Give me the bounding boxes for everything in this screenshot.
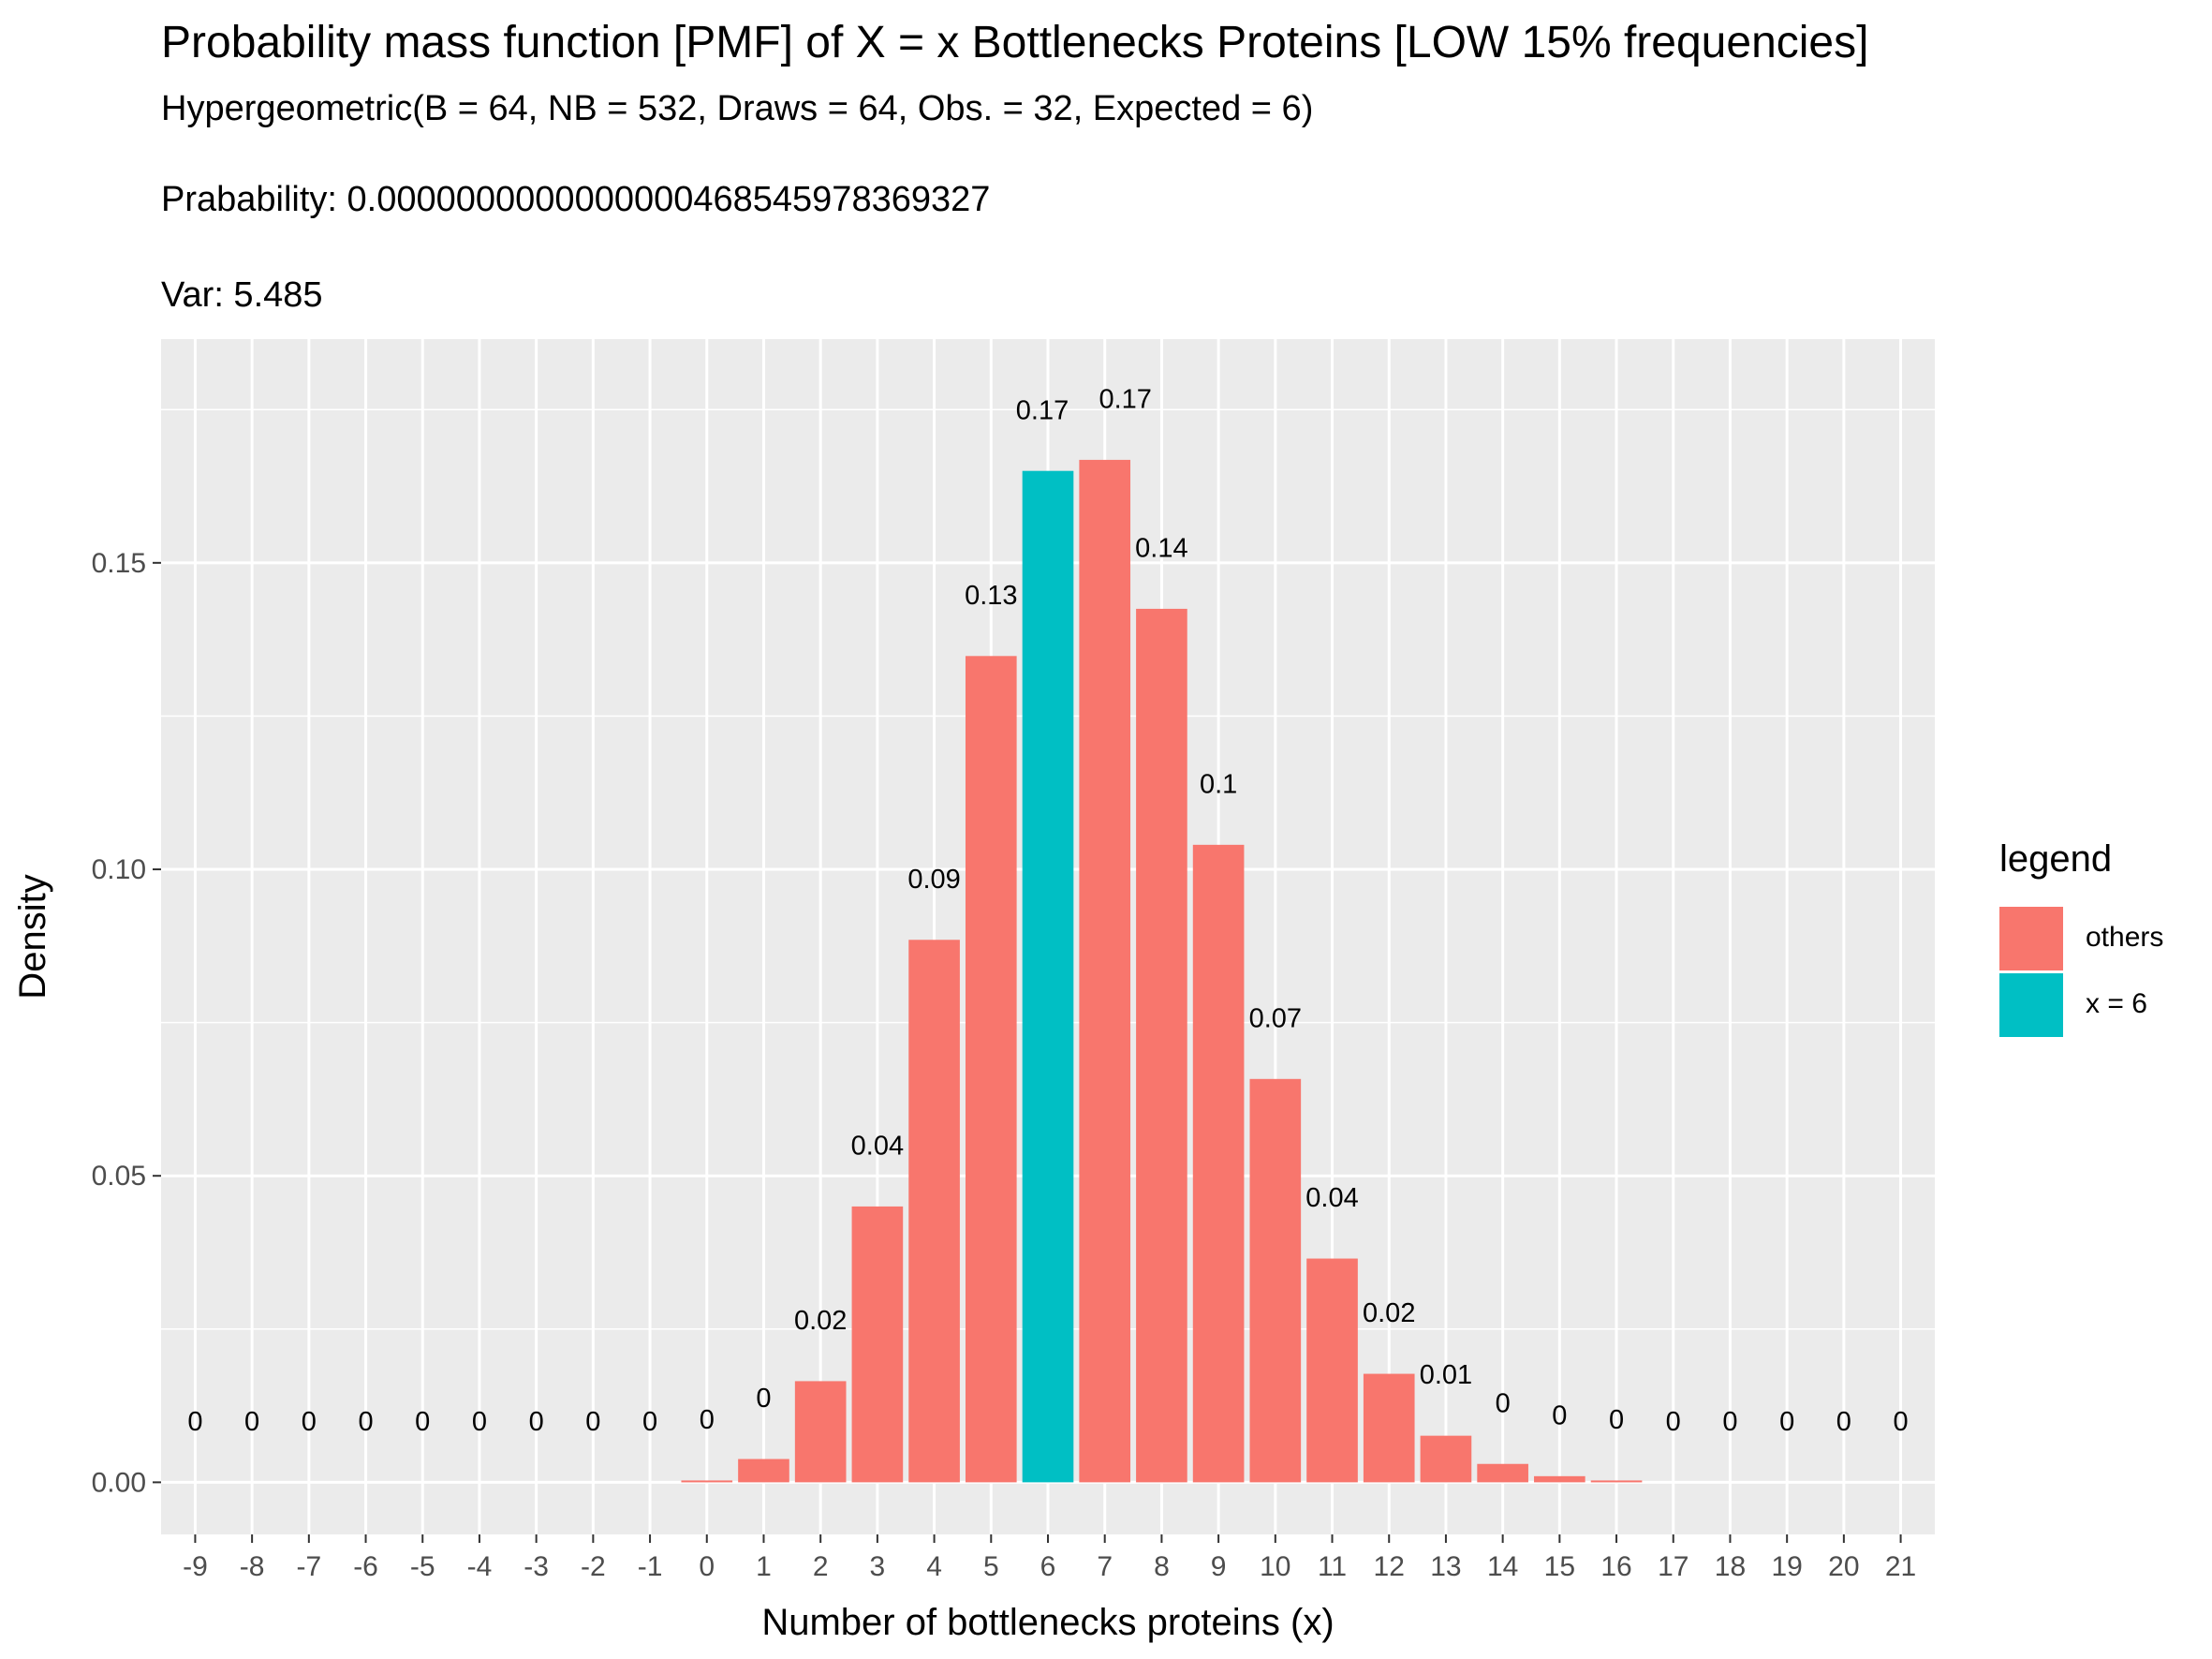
y-tick-label: 0.15 (92, 548, 146, 579)
x-tick-label: 14 (1487, 1551, 1518, 1582)
x-tick-label: 11 (1318, 1551, 1347, 1582)
bar (1192, 844, 1245, 1483)
x-axis-title: Number of bottlenecks proteins (x) (761, 1602, 1334, 1643)
legend-label-others: others (2086, 922, 2164, 953)
legend-key-x6 (1999, 973, 2063, 1037)
x-tick-label: 21 (1885, 1551, 1916, 1582)
x-tick-label: -1 (638, 1551, 663, 1582)
data-label: 0.04 (1305, 1183, 1358, 1213)
data-label: 0.02 (1363, 1298, 1415, 1328)
bar (1420, 1435, 1472, 1483)
data-label: 0 (585, 1407, 600, 1437)
data-label: 0 (472, 1407, 487, 1437)
data-label: 0.01 (1420, 1360, 1472, 1390)
x-tick-label: 0 (699, 1551, 715, 1582)
data-label: 0.07 (1249, 1003, 1302, 1033)
data-label: 0 (700, 1405, 715, 1435)
x-tick-label: -7 (296, 1551, 321, 1582)
x-tick-label: -3 (524, 1551, 549, 1582)
bar (1590, 1480, 1643, 1483)
x-tick-label: 12 (1374, 1551, 1405, 1582)
bar (1249, 1078, 1302, 1483)
x-tick-label: 17 (1658, 1551, 1688, 1582)
legend-title: legend (1999, 838, 2113, 880)
x-tick-label: 8 (1154, 1551, 1170, 1582)
x-tick-label: 20 (1828, 1551, 1859, 1582)
data-label: 0.09 (907, 865, 960, 895)
data-label: 0 (415, 1407, 430, 1437)
x-tick-label: 13 (1430, 1551, 1461, 1582)
x-tick-label: 4 (926, 1551, 942, 1582)
variance-text: Var: 5.485 (161, 275, 323, 315)
bar (1022, 470, 1074, 1483)
x-tick-label: -2 (581, 1551, 606, 1582)
y-tick-label: 0.05 (92, 1161, 146, 1192)
legend-key-others (1999, 907, 2063, 970)
data-label: 0 (1609, 1405, 1624, 1435)
bar (1306, 1258, 1358, 1483)
x-tick-label: -5 (410, 1551, 435, 1582)
bar (794, 1381, 847, 1483)
data-label: 0 (1496, 1388, 1511, 1418)
data-label: 0 (1552, 1400, 1567, 1430)
x-tick-label: 7 (1097, 1551, 1113, 1582)
y-tick-label: 0.00 (92, 1467, 146, 1498)
data-label: 0.17 (1016, 395, 1069, 425)
data-label: 0 (756, 1384, 771, 1414)
x-tick-label: 3 (870, 1551, 886, 1582)
bar (681, 1480, 733, 1483)
bar (908, 940, 960, 1483)
data-label: 0.17 (1099, 384, 1151, 414)
bar (1477, 1463, 1528, 1483)
x-tick-label: 2 (813, 1551, 829, 1582)
x-tick-label: 15 (1544, 1551, 1575, 1582)
x-tick-label: -8 (240, 1551, 265, 1582)
data-label: 0 (1666, 1407, 1681, 1437)
bar (738, 1459, 789, 1483)
bar (1136, 608, 1187, 1483)
data-label: 0.04 (851, 1131, 904, 1161)
x-tick-label: -6 (353, 1551, 378, 1582)
bar (1534, 1475, 1585, 1483)
legend-item-x6: x = 6 (1999, 973, 2205, 1037)
data-label: 0 (302, 1407, 317, 1437)
bar (851, 1206, 904, 1483)
data-label: 0 (187, 1407, 202, 1437)
data-label: 0 (642, 1407, 657, 1437)
data-label: 0 (529, 1407, 544, 1437)
data-label: 0.14 (1135, 533, 1187, 563)
data-label: 0 (1722, 1407, 1737, 1437)
x-tick-label: 16 (1600, 1551, 1631, 1582)
data-label: 0 (244, 1407, 259, 1437)
bar (1079, 459, 1131, 1483)
x-tick-label: 6 (1040, 1551, 1056, 1582)
data-label: 0 (1836, 1407, 1851, 1437)
data-label: 0 (1779, 1407, 1794, 1437)
data-label: 0.1 (1200, 769, 1237, 799)
data-label: 0.13 (965, 581, 1017, 611)
legend-label-x6: x = 6 (2086, 988, 2147, 1019)
x-tick-label: -4 (467, 1551, 493, 1582)
data-label: 0 (358, 1407, 373, 1437)
x-tick-label: 10 (1260, 1551, 1290, 1582)
legend-item-others: others (1999, 907, 2205, 970)
x-tick-label: 19 (1771, 1551, 1802, 1582)
x-tick-label: 1 (756, 1551, 772, 1582)
x-tick-label: 9 (1211, 1551, 1227, 1582)
bar (1363, 1373, 1415, 1483)
y-axis-title: Density (12, 874, 53, 999)
x-tick-label: 5 (983, 1551, 999, 1582)
probability-text: Prabability: 0.0000000000000000468545978… (161, 180, 991, 219)
chart-subtitle: Hypergeometric(B = 64, NB = 532, Draws =… (161, 89, 1314, 128)
y-tick-label: 0.10 (92, 854, 146, 885)
bar (965, 656, 1017, 1483)
x-tick-label: -9 (183, 1551, 208, 1582)
data-label: 0.02 (794, 1306, 847, 1336)
data-label: 0 (1894, 1407, 1909, 1437)
chart-title: Probability mass function [PMF] of X = x… (161, 18, 1869, 67)
x-tick-label: 18 (1715, 1551, 1746, 1582)
